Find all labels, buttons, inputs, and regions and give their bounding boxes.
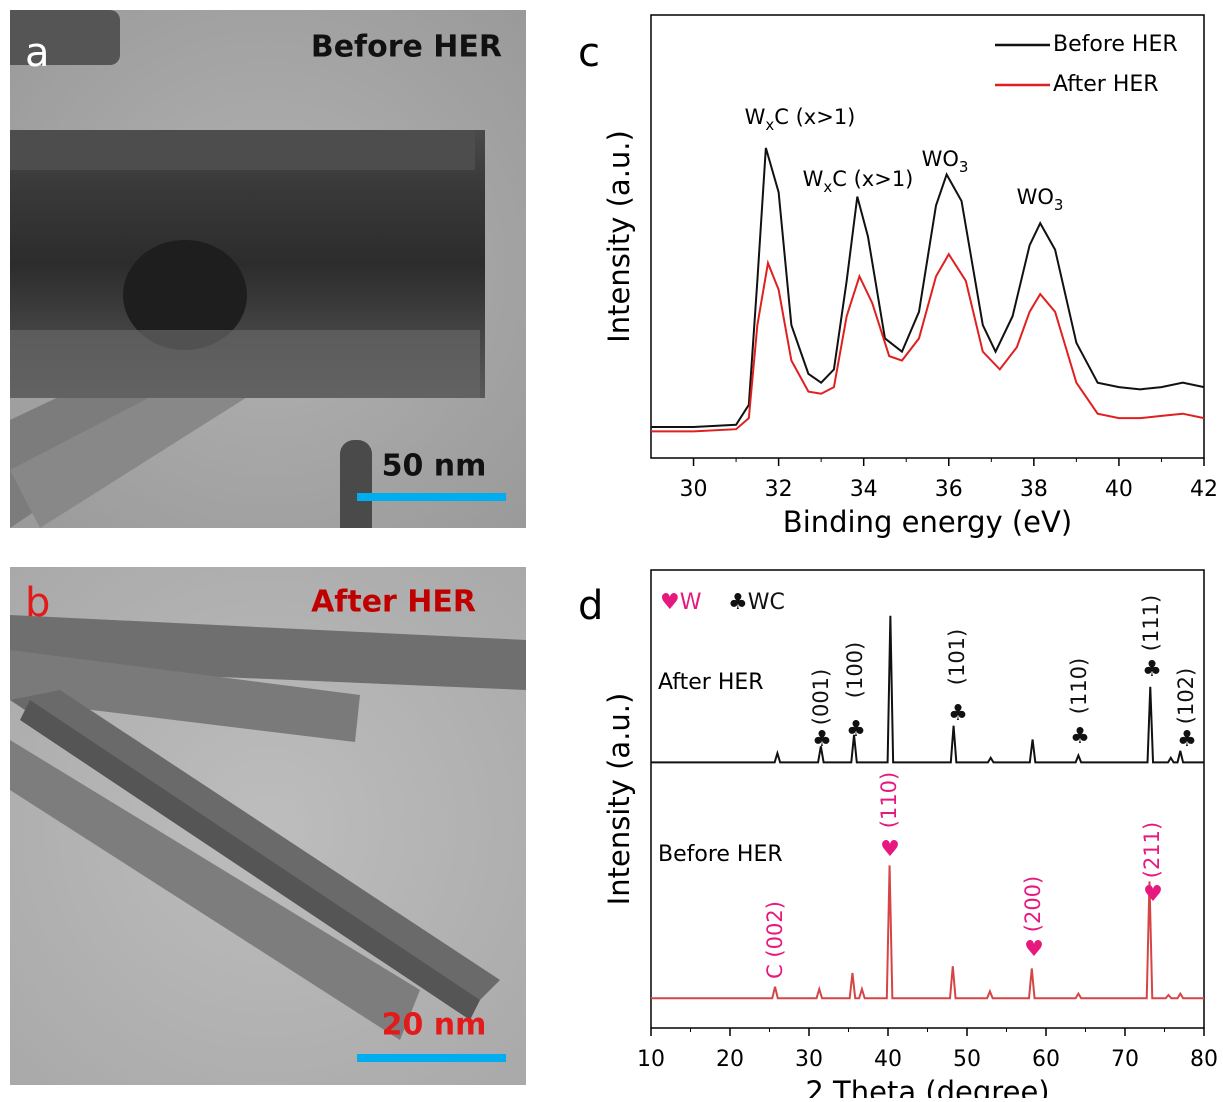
peak-symbol: ♣ [1070,724,1090,749]
peak-annotation: WO3 [1017,185,1064,214]
peak-annotation: WxC (x>1) [745,105,856,134]
phase-symbol: ♣ [728,590,748,615]
data-line [651,615,1204,764]
tem-image-a [10,10,526,528]
x-tick-label: 42 [1190,477,1218,502]
peak-annotation: WO3 [922,147,969,176]
phase-label: WC [748,590,785,615]
peak-index: (110) [877,772,901,828]
x-tick-label: 70 [1111,1047,1139,1072]
legend-label: Before HER [1053,32,1178,57]
scale-bar [357,1054,506,1062]
x-tick-label: 36 [935,477,963,502]
phase-legend-entry: ♥W [660,590,702,615]
scale-label: 50 nm [382,449,487,484]
panel-label: a [25,30,50,76]
annotation-base: W [745,105,766,129]
annotation-rest: C (x>1) [774,105,855,129]
scale-label: 20 nm [382,1008,487,1043]
peak-symbol: ♥ [1024,937,1044,962]
annotation-rest: C (x>1) [832,167,913,191]
peak-index: C (002) [763,901,787,979]
phase-symbol: ♥ [660,590,680,615]
x-tick-label: 40 [874,1047,902,1072]
y-axis-title: Intensity (a.u.) [602,130,636,343]
trace-label: After HER [658,670,764,695]
x-axis-title: 2 Theta (degree) [805,1075,1049,1098]
trace-label: Before HER [658,842,783,867]
tem-image-b [10,567,526,1085]
peak-index: (102) [1174,668,1198,724]
peak-index: (211) [1140,822,1164,878]
x-tick-label: 38 [1020,477,1048,502]
x-tick-label: 30 [795,1047,823,1072]
peak-index: (111) [1139,595,1163,651]
annotation-sub: x [765,116,774,134]
peak-symbol: ♥ [1143,882,1163,907]
x-axis-title: Binding energy (eV) [783,505,1072,539]
peak-symbol: ♣ [812,727,832,752]
legend-label: After HER [1053,72,1159,97]
annotation-sub: x [823,178,832,196]
x-tick-label: 32 [765,477,793,502]
x-tick-label: 50 [953,1047,981,1072]
panel-label: d [578,583,603,629]
peak-symbol: ♣ [948,701,968,726]
data-line [651,865,1204,1000]
peak-index: (200) [1021,876,1045,932]
panel-caption: Before HER [311,30,502,65]
plot-frame [650,14,1205,459]
x-tick-label: 30 [680,477,708,502]
scale-bar [357,493,506,501]
x-tick-label: 80 [1190,1047,1218,1072]
peak-annotation: WxC (x>1) [803,167,914,196]
peak-symbol: ♣ [1142,657,1162,682]
x-tick-label: 40 [1105,477,1133,502]
peak-index: (100) [843,642,867,698]
data-line [651,252,1205,433]
panel-label: b [25,580,50,626]
annotation-base: W [803,167,824,191]
peak-symbol: ♣ [1177,727,1197,752]
x-tick-label: 34 [850,477,878,502]
x-tick-label: 20 [716,1047,744,1072]
x-tick-label: 10 [637,1047,665,1072]
peak-symbol: ♥ [880,837,900,862]
peak-index: (101) [945,629,969,685]
plot-frame [650,569,1205,1029]
panel-caption: After HER [311,585,476,620]
y-axis-title: Intensity (a.u.) [602,693,636,906]
annotation-base: WO [922,147,959,171]
annotation-base: WO [1017,185,1054,209]
peak-symbol: ♣ [846,717,866,742]
data-line [651,147,1205,428]
phase-legend-entry: ♣WC [728,590,785,615]
peak-index: (110) [1067,658,1091,714]
panel-label: c [578,30,600,76]
annotation-sub: 3 [1054,196,1064,214]
phase-label: W [680,590,702,615]
peak-index: (001) [809,669,833,725]
x-tick-label: 60 [1032,1047,1060,1072]
annotation-sub: 3 [959,158,969,176]
